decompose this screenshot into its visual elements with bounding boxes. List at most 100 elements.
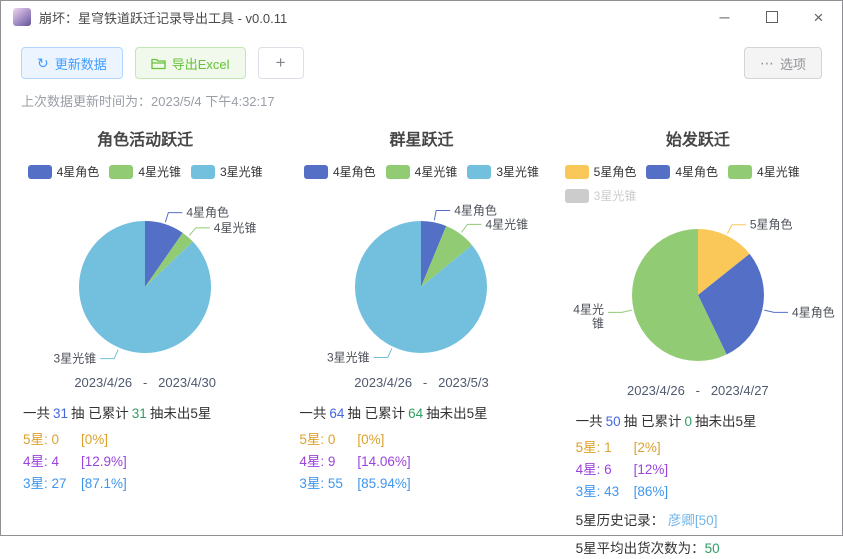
stat-percentage: [0%] xyxy=(81,432,109,447)
last-update-value: 2023/5/4 下午4:32:17 xyxy=(151,94,275,109)
pie-slice-label: 4星光锥 xyxy=(486,217,529,231)
stat-row: 5星: 0 [0%] xyxy=(23,429,269,451)
close-icon[interactable]: × xyxy=(813,7,824,27)
legend-item[interactable]: 5星角色 xyxy=(564,163,637,180)
legend-item[interactable]: 4星角色 xyxy=(646,163,718,180)
stat-percentage: [0%] xyxy=(357,432,385,447)
summary-total: 31 xyxy=(53,406,69,421)
chart-stats: 一共 64 抽 已累计 64 抽未出5星 5星: 0 [0%] 4星: 9 [14.06%] 3… xyxy=(283,390,559,495)
legend-label: 4星光锥 xyxy=(138,165,181,179)
refresh-icon: ↻ xyxy=(37,55,49,71)
maximize-glyph xyxy=(765,11,778,23)
extra-stat-line: 5星平均出货次数为：50 xyxy=(576,539,822,559)
legend-item[interactable]: 4星光锥 xyxy=(109,163,181,180)
pie-slice-label: 4星光锥 xyxy=(573,302,604,330)
extra-stat-value: 50 xyxy=(704,541,720,556)
legend-marker xyxy=(27,164,52,179)
options-button[interactable]: ⋯ 选项 xyxy=(743,47,822,79)
pie-slice-label: 4星角色 xyxy=(455,203,498,217)
pie-slice[interactable] xyxy=(145,232,193,287)
legend-marker xyxy=(303,164,328,179)
stat-row: 3星: 55 [85.94%] xyxy=(299,473,545,495)
legend-item[interactable]: 4星光锥 xyxy=(385,163,458,180)
stat-percentage: [12%] xyxy=(633,462,669,477)
pie-slice[interactable] xyxy=(79,221,212,353)
legend-label: 4星光锥 xyxy=(757,165,800,179)
last-update-label: 上次数据更新时间为： xyxy=(21,94,152,109)
stat-count: 4星: 9 xyxy=(299,454,336,469)
add-button[interactable]: + xyxy=(257,47,304,79)
pie-label-line xyxy=(189,227,210,236)
summary-total: 64 xyxy=(329,406,345,421)
app-icon xyxy=(13,8,31,26)
chart-title: 群星跃迁 xyxy=(389,132,454,149)
pie-slice[interactable] xyxy=(355,221,488,353)
legend-item[interactable]: 3星光锥 xyxy=(564,187,637,204)
legend-marker xyxy=(191,164,215,179)
extra-stat-line: 5星历史记录： 彦卿[50] xyxy=(576,511,822,531)
last-update-status: 上次数据更新时间为：2023/5/4 下午4:32:17 xyxy=(1,79,842,110)
chart-stats: 一共 50 抽 已累计 0 抽未出5星 5星: 1 [2%] 4星: 6 [12%] 3星: 4… xyxy=(560,398,836,559)
legend-label: 4星光锥 xyxy=(414,165,458,179)
pie-label-line xyxy=(607,309,632,313)
maximize-icon[interactable] xyxy=(748,1,795,33)
legend-label: 3星光锥 xyxy=(496,165,540,179)
toolbar: ↻ 更新数据 导出Excel + ⋯ 选项 xyxy=(1,33,842,79)
summary-prefix: 一共 xyxy=(23,406,50,421)
pie-slice[interactable] xyxy=(145,221,183,287)
pie-label-line xyxy=(434,209,451,221)
summary-prefix: 一共 xyxy=(299,406,327,421)
extra-stat-value: 彦卿[50] xyxy=(667,513,718,528)
refresh-button-label: 更新数据 xyxy=(54,56,107,72)
pie-slice[interactable] xyxy=(421,226,473,287)
pie-label-line xyxy=(726,224,746,234)
extra-stat-label: 5星历史记录： xyxy=(575,513,668,528)
legend-marker xyxy=(564,188,589,203)
summary-pity: 31 xyxy=(131,406,147,421)
summary-prefix: 一共 xyxy=(575,414,603,429)
date-range: 2023/4/26 - 2023/4/27 xyxy=(626,383,769,398)
pie-slice[interactable] xyxy=(421,221,447,287)
legend-marker xyxy=(467,164,492,179)
summary-pity: 0 xyxy=(684,414,692,429)
stat-percentage: [85.94%] xyxy=(357,476,411,491)
chart-extras: 5星历史记录： 彦卿[50] 5星平均出货次数为：50 xyxy=(576,511,822,559)
legend-item[interactable]: 4星光锥 xyxy=(728,163,800,180)
pie-slice-label: 3星光锥 xyxy=(54,352,97,366)
options-button-label: 选项 xyxy=(779,56,806,72)
legend-item[interactable]: 4星角色 xyxy=(303,163,376,180)
stat-percentage: [86%] xyxy=(633,484,669,499)
date-range: 2023/4/26 - 2023/5/3 xyxy=(354,375,489,390)
pie-label-line xyxy=(763,309,788,313)
legend-item[interactable]: 4星角色 xyxy=(27,163,99,180)
stat-row: 4星: 4 [12.9%] xyxy=(23,451,269,473)
summary-pity: 64 xyxy=(408,406,424,421)
pie-slice[interactable] xyxy=(697,253,764,355)
summary-mid: 抽 已累计 xyxy=(347,406,406,421)
legend-marker xyxy=(109,164,134,179)
date-range: 2023/4/26 - 2023/4/30 xyxy=(74,375,216,390)
minimize-icon[interactable]: ─ xyxy=(719,9,730,25)
export-excel-button[interactable]: 导出Excel xyxy=(134,47,246,79)
refresh-data-button[interactable]: ↻ 更新数据 xyxy=(21,47,123,79)
stat-count: 3星: 43 xyxy=(575,484,620,499)
star-stats: 5星: 1 [2%] 4星: 6 [12%] 3星: 43 [86%] xyxy=(576,437,822,503)
pie-slice-label: 4星角色 xyxy=(792,305,835,319)
legend-item[interactable]: 3星光锥 xyxy=(191,163,263,180)
pie-label-line xyxy=(374,348,393,359)
stat-count: 4星: 6 xyxy=(575,462,612,477)
pie-slice-label: 4星角色 xyxy=(187,206,230,220)
stat-row: 4星: 9 [14.06%] xyxy=(299,451,545,473)
pie-slice[interactable] xyxy=(631,229,727,361)
pull-summary: 一共 50 抽 已累计 0 抽未出5星 xyxy=(576,410,822,430)
legend-label: 3星光锥 xyxy=(593,189,637,203)
stat-row: 3星: 27 [87.1%] xyxy=(23,473,269,495)
legend-item[interactable]: 3星光锥 xyxy=(467,163,539,180)
extra-stat-label: 5星平均出货次数为： xyxy=(575,541,705,556)
titlebar: 崩坏：星穹铁道跃迁记录导出工具 - v0.0.11 ─ × xyxy=(1,1,842,33)
legend-label: 5星角色 xyxy=(593,165,637,179)
stat-percentage: [14.06%] xyxy=(357,454,411,469)
pie-slice[interactable] xyxy=(697,229,750,295)
chart-column: 始发跃迁 5星角色 4星角色 4星光锥 3星光锥 5星角色 4星角色 4星光锥 2023/… xyxy=(560,114,836,559)
